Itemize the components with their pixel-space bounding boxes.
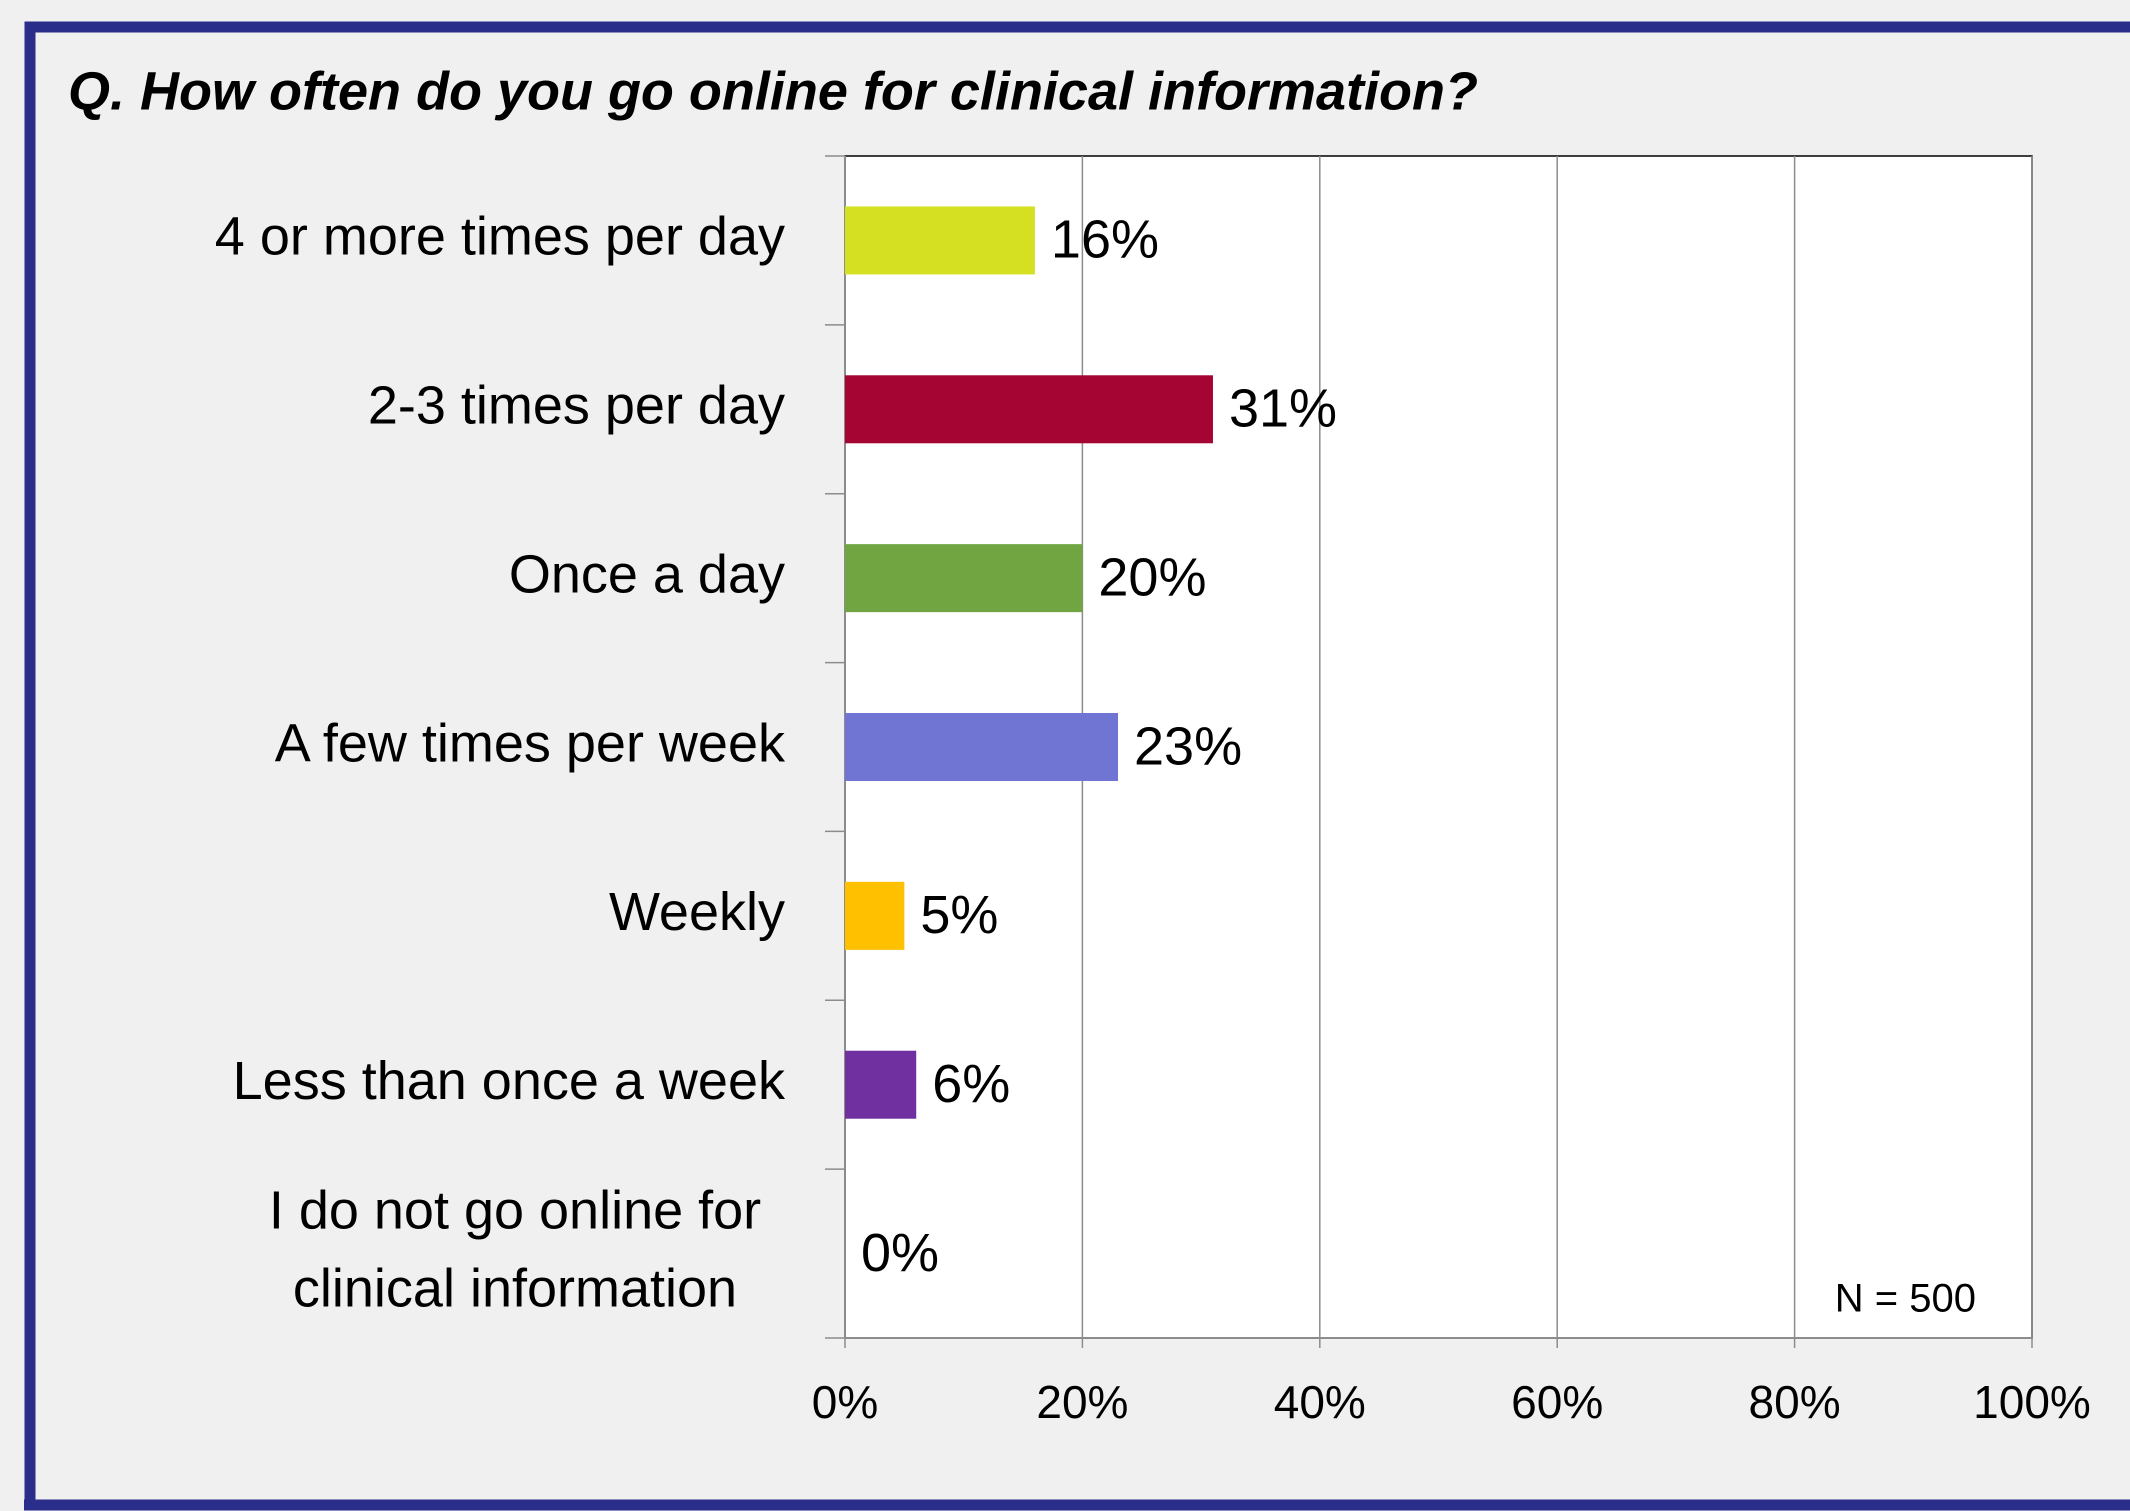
y-tick-label: A few times per week (275, 713, 786, 773)
y-tick-label: 4 or more times per day (215, 207, 785, 267)
x-tick-label: 80% (1749, 1376, 1841, 1428)
x-tick-label: 100% (1973, 1376, 2091, 1428)
bar (845, 713, 1119, 781)
bar (845, 206, 1035, 275)
bar (845, 881, 905, 950)
x-tick-label: 40% (1274, 1376, 1366, 1428)
data-label: 16% (1051, 210, 1159, 270)
y-tick-label: Less than once a week (233, 1051, 786, 1111)
data-label: 31% (1229, 379, 1337, 439)
y-tick-label: I do not go online for clinical informati… (269, 1181, 761, 1319)
y-tick-label: 2-3 times per day (368, 376, 785, 436)
y-tick-label: Once a day (509, 544, 785, 604)
frame-border (24, 21, 2130, 1505)
annotation: N = 500 (1835, 1277, 1976, 1321)
data-label: 0% (861, 1223, 939, 1283)
data-label: 20% (1098, 547, 1206, 607)
bar (845, 1050, 917, 1119)
x-tick-label: 60% (1511, 1376, 1603, 1428)
chart-title: Q. How often do you go online for clinic… (68, 61, 1478, 121)
y-tick-label: Weekly (609, 882, 785, 942)
bar (845, 375, 1213, 444)
data-label: 23% (1134, 716, 1242, 776)
data-label: 5% (920, 885, 998, 945)
x-tick-label: 20% (1036, 1376, 1128, 1428)
x-tick-label: 0% (812, 1376, 878, 1428)
bar (845, 544, 1083, 613)
data-label: 6% (932, 1054, 1010, 1114)
